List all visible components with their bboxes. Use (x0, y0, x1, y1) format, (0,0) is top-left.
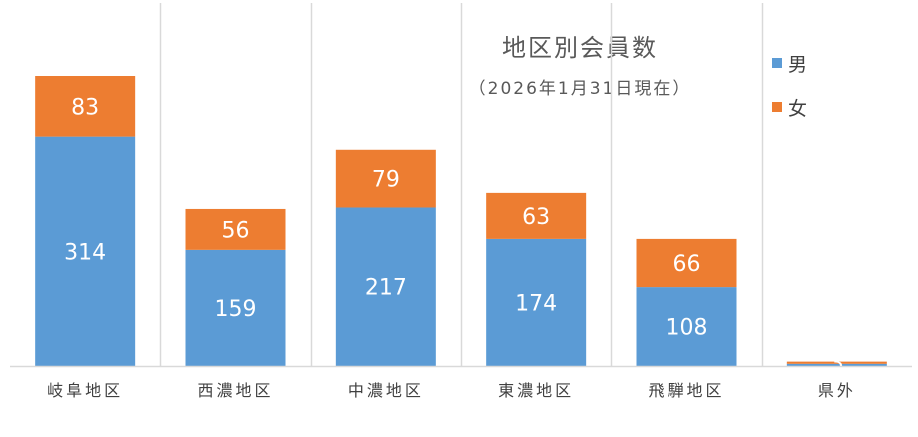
legend-item-female: 女 (772, 96, 808, 120)
bar-segment-female (35, 76, 136, 137)
legend-label-male: 男 (788, 53, 808, 76)
bar-segment-male (185, 249, 286, 366)
category-label: 岐阜地区 (47, 381, 123, 400)
data-label-male: 314 (64, 240, 106, 265)
category-label: 中濃地区 (348, 381, 424, 400)
bar-segment-male (35, 136, 136, 366)
legend-label-female: 女 (788, 97, 808, 120)
bar-segment-male (786, 363, 887, 366)
category-label: 西濃地区 (197, 381, 273, 400)
bar-segment-female (185, 208, 286, 250)
category-label: 東濃地区 (498, 381, 574, 400)
bar-segment-male (335, 207, 436, 366)
bar-segment-male (486, 238, 587, 366)
bar-segment-female (486, 192, 587, 239)
bar-segment-female (636, 238, 737, 288)
data-label-female: 63 (522, 205, 550, 230)
data-label-female: 79 (372, 168, 400, 193)
category-label: 県外 (818, 381, 856, 400)
chart-title: 地区別会員数 (502, 34, 658, 62)
data-label-female: 3 (830, 352, 844, 377)
data-label-male: 174 (515, 291, 557, 316)
data-label-female: 56 (222, 218, 250, 243)
legend: 男 女 (772, 52, 807, 140)
category-label: 飛騨地区 (648, 381, 724, 400)
bar-segment-male (636, 287, 737, 366)
legend-swatch-male (772, 58, 782, 68)
data-label-female: 66 (673, 252, 701, 277)
data-label-male: 159 (215, 297, 257, 322)
bar-segment-female (335, 149, 436, 208)
chart-subtitle: （2026年1月31日現在） (468, 79, 692, 99)
bar-segment-female (786, 361, 887, 364)
data-label-male: 217 (365, 276, 407, 301)
legend-item-male: 男 (772, 52, 808, 76)
data-label-female: 83 (71, 95, 99, 120)
legend-swatch-female (772, 102, 782, 112)
data-label-male: 108 (666, 316, 708, 341)
